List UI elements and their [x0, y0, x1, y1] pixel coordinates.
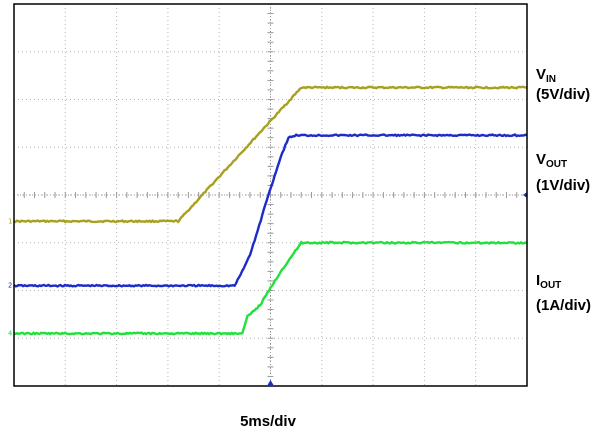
vout-scale-label: (1V/div)	[536, 177, 590, 194]
iout-scale-label: (1A/div)	[536, 297, 591, 314]
vin-label-sub: IN	[546, 74, 556, 85]
iout-label: IOUT	[536, 272, 561, 291]
iout-label-main: I	[536, 272, 540, 289]
vin-label-main: V	[536, 66, 546, 83]
iout-trace	[13, 240, 528, 336]
vin-trace	[14, 85, 528, 224]
iout-label-sub: OUT	[540, 280, 561, 291]
vout-label-sub: OUT	[546, 159, 567, 170]
scope-grid	[13, 3, 528, 387]
vout-label: VOUT	[536, 151, 567, 170]
vout-label-main: V	[536, 151, 546, 168]
trigger-level-marker	[523, 192, 527, 198]
vin-scale-label: (5V/div)	[536, 86, 590, 103]
plot-frame	[13, 3, 528, 387]
time-scale-label: 5ms/div	[240, 413, 297, 429]
iout-channel-marker: 4	[8, 329, 12, 337]
trigger-position-marker	[267, 380, 274, 385]
vin-label: VIN	[536, 66, 556, 85]
channel-markers: 1 2 4	[8, 192, 527, 337]
waveform-traces	[13, 85, 528, 336]
vin-channel-marker: 1	[8, 217, 12, 225]
vout-channel-marker: 2	[8, 282, 12, 290]
vout-trace	[13, 133, 528, 288]
